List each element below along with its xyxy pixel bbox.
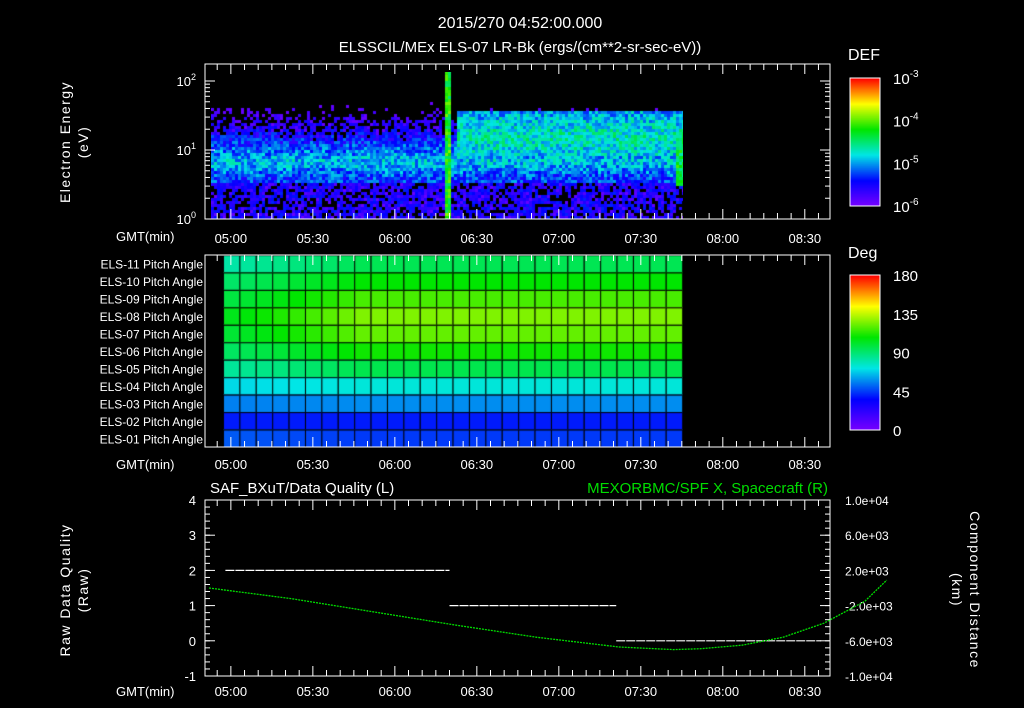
quality-x-tick-label: 07:30 [625,684,658,699]
distance-tick-label: -2.0e+03 [845,600,893,614]
pitch-row-label: ELS-10 Pitch Angle [100,275,204,289]
pitch-x-tick-label: 07:00 [543,457,576,472]
spf-x-line [208,579,888,651]
quality-x-tick-label: 05:30 [297,684,330,699]
quality-frame [204,499,831,677]
spectrogram-x-tick-label: 05:00 [215,231,248,246]
cb1-border [849,77,881,207]
pitch-row-label: ELS-11 Pitch Angle [100,258,203,272]
spectrogram-x-tick-label: 05:30 [297,231,330,246]
x-axis-label-2: GMT(min) [116,457,175,472]
quality-x-tick-label: 08:00 [707,684,740,699]
pitch-x-tick-label: 08:30 [789,457,822,472]
deg-colorbar-tick-label: 0 [893,423,901,440]
spectrogram-frame [204,63,831,220]
energy-tick-label: 102 [177,72,196,89]
spectrogram-title: ELSSCIL/MEx ELS-07 LR-Bk (ergs/(cm**2-sr… [339,39,702,56]
deg-colorbar-label: Deg [848,245,877,262]
energy-tick-label: 101 [177,141,196,158]
plot-title: 2015/270 04:52:00.000 [438,15,603,32]
quality-title: SAF_BXuT/Data Quality (L) [210,480,394,497]
quality-axis-label: Raw Data Quality [57,524,73,657]
spectrogram-x-tick-label: 07:00 [543,231,576,246]
spectrogram-x-tick-label: 07:30 [625,231,658,246]
pitch-row-label: ELS-08 Pitch Angle [100,310,204,324]
pitch-angle-heatmap [223,255,683,447]
quality-x-tick-label: 06:30 [461,684,494,699]
distance-axis-units: (km) [949,573,965,607]
spectrogram-x-tick-label: 08:30 [789,231,822,246]
spectrogram-x-tick-label: 06:00 [379,231,412,246]
distance-axis-label: Component Distance [967,511,983,669]
def-colorbar-tick-label: 10-4 [893,112,919,131]
pitch-row-label: ELS-06 Pitch Angle [100,345,204,359]
def-colorbar-tick-label: 10-6 [893,197,919,216]
pitch-row-label: ELS-07 Pitch Angle [100,328,204,342]
pitch-x-tick-label: 05:30 [297,457,330,472]
def-colorbar-tick-label: 10-3 [893,69,919,88]
quality-tick-label: -1 [184,669,196,684]
spectrogram-x-tick-label: 06:30 [461,231,494,246]
quality-x-tick-label: 07:00 [543,684,576,699]
pitch-frame [204,254,831,448]
spectrogram-x-tick-label: 08:00 [707,231,740,246]
energy-tick-label: 100 [177,210,196,227]
pitch-row-label: ELS-04 Pitch Angle [100,380,204,394]
quality-tick-label: 4 [189,493,196,508]
pitch-x-tick-label: 06:00 [379,457,412,472]
pitch-row-label: ELS-05 Pitch Angle [100,362,204,376]
x-axis-label-1: GMT(min) [116,229,175,244]
pitch-x-tick-label: 07:30 [625,457,658,472]
energy-axis-label: Electron Energy [57,81,73,203]
distance-tick-label: -6.0e+03 [845,635,893,649]
quality-tick-label: 2 [189,563,196,578]
quality-x-tick-label: 08:30 [789,684,822,699]
quality-tick-label: 0 [189,634,196,649]
quality-tick-label: 3 [189,528,196,543]
deg-colorbar-tick-label: 45 [893,384,910,401]
pitch-x-tick-label: 08:00 [707,457,740,472]
def-colorbar-tick-label: 10-5 [893,154,919,173]
deg-colorbar [850,275,880,430]
deg-colorbar-tick-label: 180 [893,268,918,285]
deg-colorbar-tick-label: 135 [893,307,918,324]
quality-x-tick-label: 05:00 [215,684,248,699]
energy-axis-units: (eV) [75,126,91,158]
pitch-row-label: ELS-01 Pitch Angle [100,432,204,446]
deg-colorbar-tick-label: 90 [893,346,910,363]
def-colorbar-label: DEF [848,47,880,64]
pitch-x-tick-label: 05:00 [215,457,248,472]
quality-x-tick-label: 06:00 [379,684,412,699]
distance-tick-label: -1.0e+04 [845,670,893,684]
quality-tick-label: 1 [189,599,196,614]
x-axis-label-3: GMT(min) [116,684,175,699]
distance-tick-label: 1.0e+04 [845,494,889,508]
pitch-row-label: ELS-03 Pitch Angle [100,397,204,411]
energy-spectrogram [211,72,683,219]
cb2-border [849,274,881,431]
def-colorbar [850,78,880,206]
pitch-row-label: ELS-09 Pitch Angle [100,293,204,307]
quality-axis-units: (Raw) [75,568,91,613]
spf-x-title: MEXORBMC/SPF X, Spacecraft (R) [587,480,828,497]
pitch-row-label: ELS-02 Pitch Angle [100,415,204,429]
distance-tick-label: 6.0e+03 [845,529,889,543]
pitch-x-tick-label: 06:30 [461,457,494,472]
distance-tick-label: 2.0e+03 [845,564,889,578]
